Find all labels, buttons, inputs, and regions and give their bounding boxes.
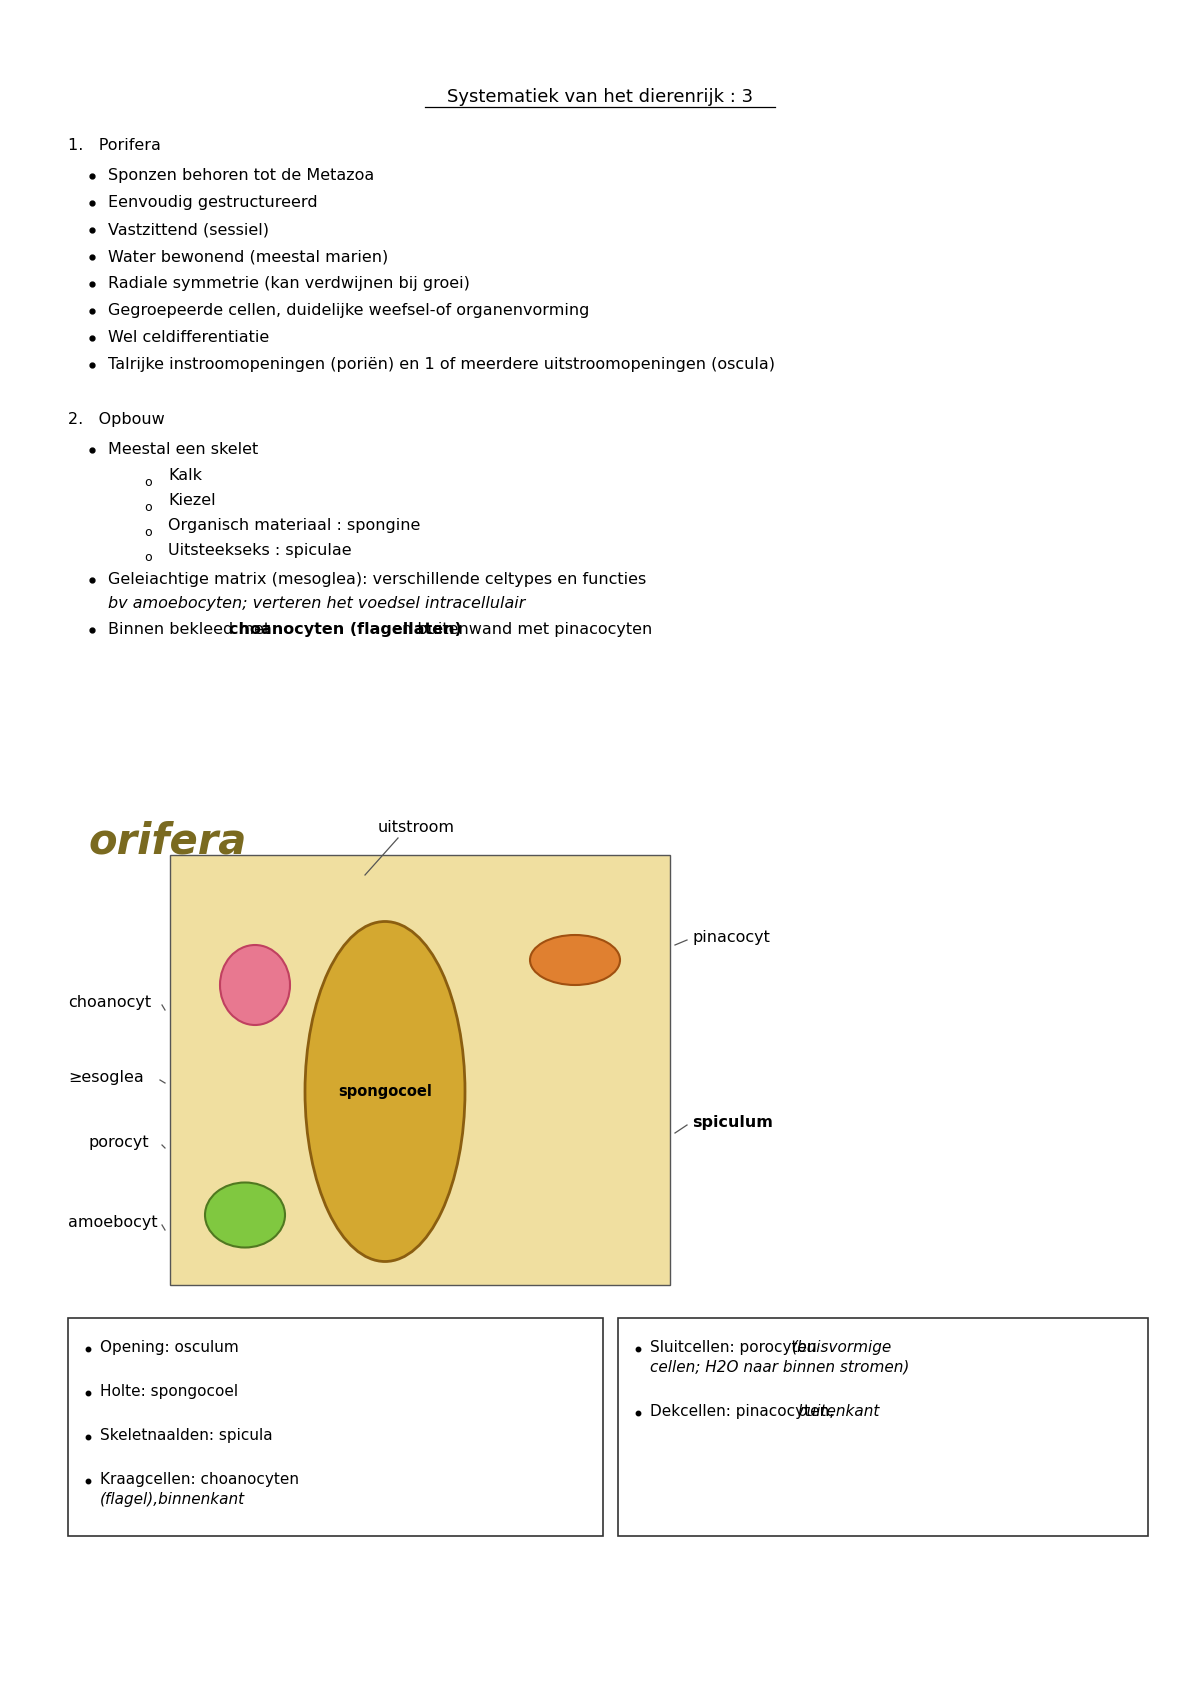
Text: Systematiek van het dierenrijk : 3: Systematiek van het dierenrijk : 3 [446,88,754,105]
Ellipse shape [205,1182,286,1248]
Text: Radiale symmetrie (kan verdwijnen bij groei): Radiale symmetrie (kan verdwijnen bij gr… [108,277,470,290]
Text: Gegroepeerde cellen, duidelijke weefsel-of organenvorming: Gegroepeerde cellen, duidelijke weefsel-… [108,302,589,318]
Text: (flagel),binnenkant: (flagel),binnenkant [100,1493,245,1508]
Ellipse shape [530,936,620,985]
Bar [618,1318,1148,1537]
Text: Vastzittend (sessiel): Vastzittend (sessiel) [108,222,269,238]
Text: Organisch materiaal : spongine: Organisch materiaal : spongine [168,518,420,533]
Text: Uitsteekseks : spiculae: Uitsteekseks : spiculae [168,543,352,559]
Text: o: o [144,550,151,564]
Text: o: o [144,501,151,514]
Text: 2.   Opbouw: 2. Opbouw [68,413,164,426]
Text: o: o [144,475,151,489]
Text: Geleiachtige matrix (mesoglea): verschillende celtypes en functies: Geleiachtige matrix (mesoglea): verschil… [108,572,652,588]
Text: Sponzen behoren tot de Metazoa: Sponzen behoren tot de Metazoa [108,168,374,183]
Text: Holte: spongocoel: Holte: spongocoel [100,1384,238,1399]
Text: Kraagcellen: choanocyten: Kraagcellen: choanocyten [100,1472,299,1487]
Text: porocyt: porocyt [88,1134,149,1150]
Text: Dekcellen: pinacocyten,: Dekcellen: pinacocyten, [650,1404,839,1420]
Text: o: o [144,526,151,538]
Text: (buisvormige: (buisvormige [792,1340,892,1355]
Text: ≥esoglea: ≥esoglea [68,1070,144,1085]
Text: 1.   Porifera: 1. Porifera [68,138,161,153]
Text: Sluitcellen: porocyten: Sluitcellen: porocyten [650,1340,822,1355]
Ellipse shape [220,946,290,1026]
Text: cellen; H2O naar binnen stromen): cellen; H2O naar binnen stromen) [650,1360,910,1375]
Text: Wel celdifferentiatie: Wel celdifferentiatie [108,329,269,345]
Text: Binnen bekleed met: Binnen bekleed met [108,621,275,637]
Text: spiculum: spiculum [692,1116,773,1129]
Text: uitstroom: uitstroom [378,820,455,835]
Text: choanocyten (flagellaten): choanocyten (flagellaten) [229,621,462,637]
Text: amoebocyt: amoebocyt [68,1216,157,1229]
Text: Kalk: Kalk [168,469,202,482]
Text: bv amoebocyten; verteren het voedsel intracellulair: bv amoebocyten; verteren het voedsel int… [108,596,526,611]
Ellipse shape [305,922,466,1262]
Text: orifera: orifera [88,820,246,863]
Text: Eenvoudig gestructureerd: Eenvoudig gestructureerd [108,195,318,211]
Text: buitenkant: buitenkant [798,1404,880,1420]
Text: Water bewonend (meestal marien): Water bewonend (meestal marien) [108,250,389,263]
Text: spongocoel: spongocoel [338,1083,432,1099]
Text: Meestal een skelet: Meestal een skelet [108,441,258,457]
Text: choanocyt: choanocyt [68,995,151,1010]
Text: Talrijke instroomopeningen (poriën) en 1 of meerdere uitstroomopeningen (oscula): Talrijke instroomopeningen (poriën) en 1… [108,357,775,372]
Text: en buitenwand met pinacocyten: en buitenwand met pinacocyten [388,621,653,637]
Bar [68,1318,604,1537]
Text: Opening: osculum: Opening: osculum [100,1340,239,1355]
Text: Skeletnaalden: spicula: Skeletnaalden: spicula [100,1428,272,1443]
Text: pinacocyt: pinacocyt [692,931,770,946]
Bar [170,856,670,1285]
Text: Kiezel: Kiezel [168,492,216,508]
